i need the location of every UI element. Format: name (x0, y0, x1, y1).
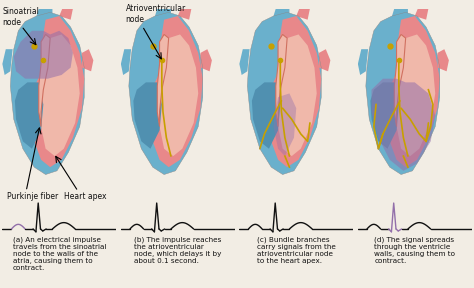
Polygon shape (201, 49, 212, 71)
Polygon shape (252, 82, 280, 149)
Polygon shape (372, 79, 435, 171)
Text: (a) An electrical impulse
travels from the sinoatrial
node to the walls of the
a: (a) An electrical impulse travels from t… (13, 236, 106, 271)
Polygon shape (276, 35, 287, 127)
Polygon shape (370, 82, 399, 149)
Polygon shape (2, 49, 13, 75)
Polygon shape (157, 35, 169, 127)
Text: Atrioventricular
node: Atrioventricular node (126, 4, 186, 24)
Text: Purkinje fiber: Purkinje fiber (7, 192, 58, 200)
Polygon shape (397, 35, 435, 156)
Polygon shape (253, 38, 280, 86)
Text: (c) Bundle branches
carry signals from the
atrioventricular node
to the heart ap: (c) Bundle branches carry signals from t… (257, 236, 336, 264)
Polygon shape (319, 49, 330, 71)
Polygon shape (150, 16, 203, 167)
Polygon shape (133, 82, 162, 149)
Polygon shape (273, 0, 290, 16)
Polygon shape (358, 49, 368, 75)
Polygon shape (394, 35, 406, 127)
Polygon shape (121, 49, 131, 75)
Text: (d) The signal spreads
through the ventricle
walls, causing them to
contract.: (d) The signal spreads through the ventr… (374, 236, 455, 264)
Polygon shape (129, 12, 203, 175)
Polygon shape (32, 16, 84, 167)
Polygon shape (135, 38, 162, 86)
Polygon shape (387, 16, 440, 167)
Polygon shape (415, 1, 428, 20)
Polygon shape (16, 38, 43, 86)
Polygon shape (372, 38, 399, 86)
Polygon shape (178, 1, 191, 20)
Text: Heart apex: Heart apex (64, 192, 107, 200)
Polygon shape (392, 0, 408, 16)
Polygon shape (39, 35, 50, 127)
Polygon shape (269, 16, 321, 167)
Polygon shape (155, 0, 171, 16)
Polygon shape (36, 0, 53, 16)
Polygon shape (10, 12, 84, 175)
Text: Sinoatrial
node: Sinoatrial node (2, 7, 39, 26)
Polygon shape (247, 12, 321, 175)
Polygon shape (160, 35, 198, 156)
Polygon shape (273, 93, 296, 156)
Polygon shape (15, 82, 43, 149)
Text: (b) The impulse reaches
the atrioventricular
node, which delays it by
about 0.1 : (b) The impulse reaches the atrioventric… (134, 236, 221, 264)
Polygon shape (82, 49, 93, 71)
Polygon shape (438, 49, 449, 71)
Polygon shape (278, 35, 317, 156)
Polygon shape (239, 49, 250, 75)
Polygon shape (366, 12, 440, 175)
Polygon shape (41, 35, 80, 156)
Polygon shape (296, 1, 310, 20)
Polygon shape (14, 31, 73, 79)
Polygon shape (59, 1, 73, 20)
